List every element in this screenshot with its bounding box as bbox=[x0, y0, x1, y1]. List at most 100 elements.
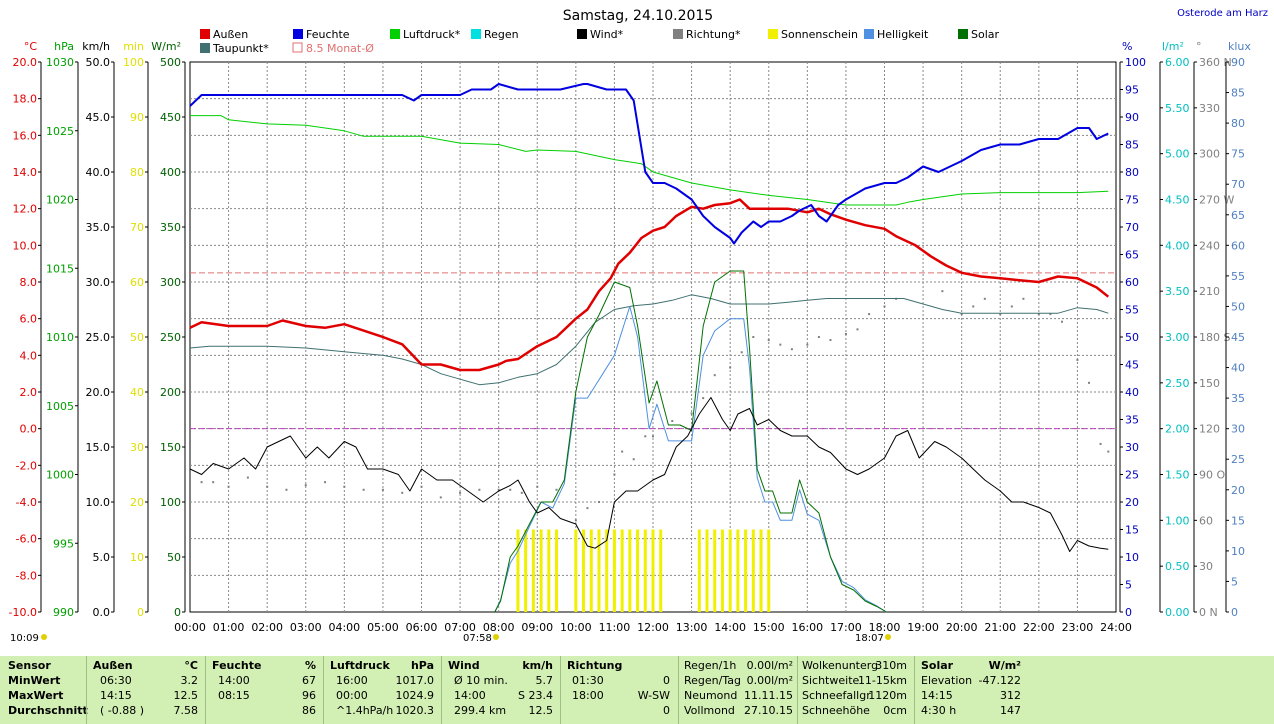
x-tick-label: 23:00 bbox=[1062, 621, 1094, 634]
stats-cell: 01:30 bbox=[572, 674, 604, 687]
legend-label: Wind* bbox=[590, 28, 624, 41]
axis-tick-label: 360 N bbox=[1199, 56, 1232, 69]
axis-tick-label: -8.0 bbox=[16, 569, 37, 582]
direction-point bbox=[1076, 358, 1079, 361]
direction-point bbox=[266, 485, 269, 488]
axis-tick-label: 400 bbox=[160, 166, 181, 179]
series-line bbox=[494, 305, 887, 613]
legend-label: Sonnenschein bbox=[781, 28, 858, 41]
sunset-icon bbox=[885, 634, 891, 640]
axis-unit: ° bbox=[1196, 40, 1202, 53]
axis-tick-label: 20.0 bbox=[86, 386, 111, 399]
axis-tick-label: 45.0 bbox=[86, 111, 111, 124]
x-tick-label: 10:00 bbox=[560, 621, 592, 634]
sunshine-bar bbox=[589, 529, 593, 612]
axis-tick-label: 500 bbox=[160, 56, 181, 69]
legend-label: Helligkeit bbox=[877, 28, 929, 41]
axis-unit: °C bbox=[24, 40, 38, 53]
direction-point bbox=[324, 481, 327, 484]
axis-unit: % bbox=[1122, 40, 1132, 53]
axis-tick-label: 50 bbox=[1231, 300, 1245, 313]
time-icon bbox=[41, 634, 47, 640]
axis-tick-label: 6.00 bbox=[1165, 56, 1190, 69]
axis-unit: klux bbox=[1228, 40, 1251, 53]
axis-tick-label: 3.50 bbox=[1165, 285, 1190, 298]
series-line bbox=[189, 83, 1109, 245]
axis-tick-label: 20 bbox=[1231, 484, 1245, 497]
x-tick-label: 21:00 bbox=[984, 621, 1016, 634]
direction-point bbox=[200, 481, 203, 484]
left-time-label: 10:09 bbox=[10, 633, 39, 644]
stats-cell: °C bbox=[184, 659, 198, 672]
axis-tick-label: 55 bbox=[1125, 304, 1139, 317]
direction-point bbox=[401, 491, 404, 494]
axis-tick-label: 85 bbox=[1231, 87, 1245, 100]
axis-tick-label: -6.0 bbox=[16, 533, 37, 546]
axis-tick-label: 75 bbox=[1231, 148, 1245, 161]
axis-tick-label: 0.0 bbox=[20, 423, 38, 436]
axis-tick-label: 90 bbox=[1231, 56, 1245, 69]
legend-label: Luftdruck* bbox=[403, 28, 461, 41]
stats-cell: 06:30 bbox=[100, 674, 132, 687]
sunshine-bar bbox=[605, 529, 609, 612]
axis-tick-label: 1025 bbox=[46, 125, 74, 138]
sunset-label: 18:07 bbox=[855, 633, 884, 644]
axis-tick-label: 60 bbox=[1199, 514, 1213, 527]
stats-cell: 0 bbox=[663, 674, 670, 687]
stats-cell: hPa bbox=[410, 659, 434, 672]
sunshine-bar bbox=[582, 529, 586, 612]
stats-cell: 1120m bbox=[868, 689, 907, 702]
axis-tick-label: 30 bbox=[1125, 441, 1139, 454]
stats-cell: ^1.4hPa/h bbox=[336, 704, 394, 717]
legend-label: Richtung* bbox=[686, 28, 741, 41]
stats-cell: Wind bbox=[448, 659, 480, 672]
direction-point bbox=[806, 343, 809, 346]
axis-unit: min bbox=[123, 40, 144, 53]
axis-tick-label: 20 bbox=[1125, 496, 1139, 509]
direction-point bbox=[671, 420, 674, 423]
axis-tick-label: 4.0 bbox=[20, 349, 38, 362]
stats-cell: Außen bbox=[93, 659, 133, 672]
stats-cell: % bbox=[304, 659, 316, 672]
stats-cell: 312 bbox=[1000, 689, 1021, 702]
sunshine-bar bbox=[759, 529, 763, 612]
axis-tick-label: 95 bbox=[1125, 84, 1139, 97]
direction-point bbox=[459, 491, 462, 494]
sunshine-bar bbox=[643, 529, 647, 612]
axis-tick-label: 5.00 bbox=[1165, 148, 1190, 161]
sunshine-bar bbox=[628, 529, 632, 612]
series-line bbox=[189, 294, 1109, 386]
direction-point bbox=[960, 313, 963, 316]
direction-point bbox=[790, 348, 793, 351]
axis-tick-label: 0 N bbox=[1199, 606, 1218, 619]
stats-cell: Wolkenunterg bbox=[802, 659, 879, 672]
stats-cell: 00:00 bbox=[336, 689, 368, 702]
stats-cell: 11.11.15 bbox=[744, 689, 793, 702]
stats-cell: 5.7 bbox=[535, 674, 554, 687]
x-tick-label: 16:00 bbox=[791, 621, 823, 634]
sunshine-bar bbox=[659, 529, 663, 612]
direction-point bbox=[1022, 297, 1025, 300]
axis-tick-label: 100 bbox=[123, 56, 144, 69]
stats-cell: 1020.3 bbox=[395, 704, 435, 717]
stats-cell: 11-15km bbox=[857, 674, 907, 687]
sunshine-bar bbox=[705, 529, 709, 612]
direction-point bbox=[520, 491, 523, 494]
direction-point bbox=[212, 481, 215, 484]
sunrise-icon bbox=[493, 634, 499, 640]
axis-tick-label: 4.50 bbox=[1165, 194, 1190, 207]
axis-tick-label: 270 W bbox=[1199, 194, 1234, 207]
axis-tick-label: 200 bbox=[160, 386, 181, 399]
direction-point bbox=[999, 313, 1002, 316]
axis-tick-label: 25 bbox=[1231, 453, 1245, 466]
axis-tick-label: 10 bbox=[1231, 545, 1245, 558]
stats-cell: Luftdruck bbox=[330, 659, 390, 672]
stats-cell: 1024.9 bbox=[395, 689, 435, 702]
direction-point bbox=[983, 297, 986, 300]
direction-point bbox=[817, 336, 820, 338]
direction-point bbox=[420, 485, 423, 488]
direction-point bbox=[740, 351, 743, 354]
legend-label: Außen bbox=[213, 28, 248, 41]
x-tick-label: 19:00 bbox=[907, 621, 939, 634]
direction-point bbox=[574, 519, 577, 522]
